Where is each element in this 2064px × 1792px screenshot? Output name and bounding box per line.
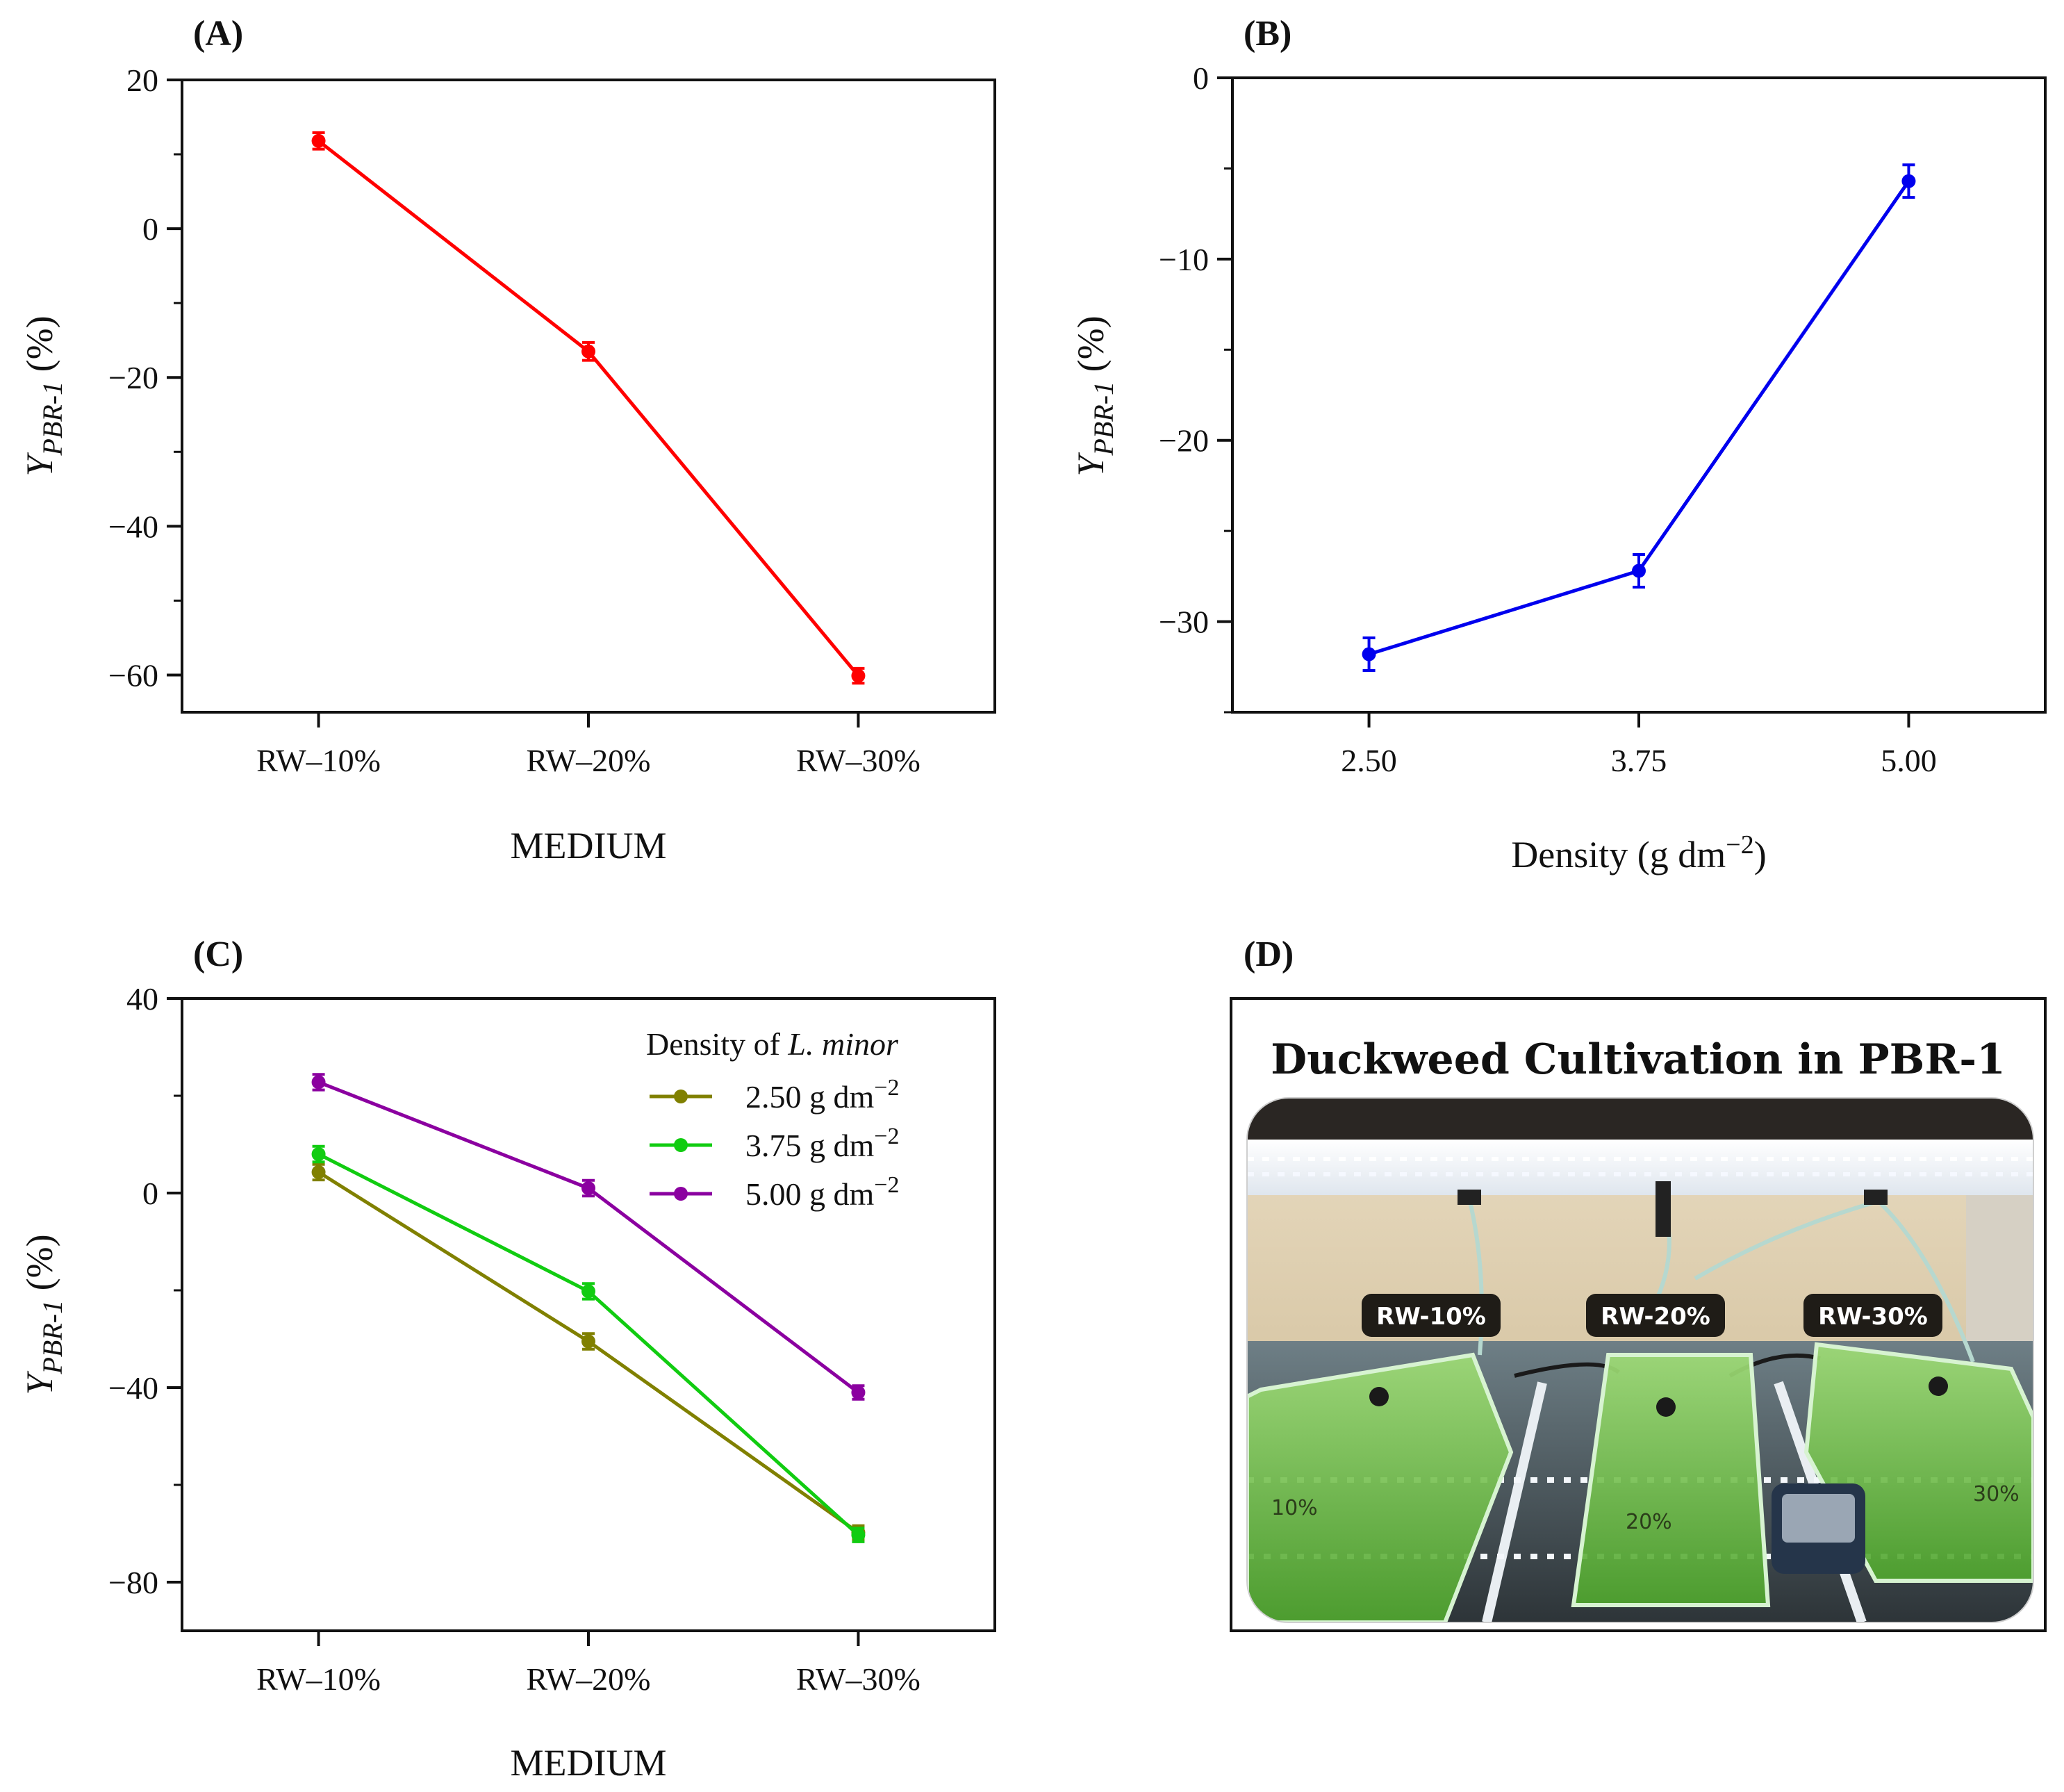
chart-c-legend-label-sup-2: −2 bbox=[874, 1172, 899, 1198]
chart-a-ytick-label: −40 bbox=[108, 509, 158, 544]
chart-c-legend-label-1: 3.75 g dm−2 bbox=[745, 1124, 899, 1163]
chart-c-ytick-label: 0 bbox=[142, 1176, 158, 1211]
chart-c-series-2-point bbox=[311, 1075, 326, 1090]
chart-c-legend-label-text-2: 5.00 g dm bbox=[745, 1176, 875, 1212]
chart-b-xlabel-end: ) bbox=[1754, 834, 1767, 876]
chart-a-xtick-label: RW–30% bbox=[796, 743, 920, 778]
panel-a-label: (A) bbox=[193, 14, 243, 54]
chart-a-series-0-point bbox=[581, 344, 595, 359]
chart-a-ytick-label: 20 bbox=[126, 63, 158, 98]
panel-d-label: (D) bbox=[1244, 935, 1294, 974]
panel-b-label: (B) bbox=[1244, 14, 1291, 54]
chart-a-ylabel-sub: PBR-1 bbox=[37, 381, 68, 457]
chart-a-xtick-label: RW–10% bbox=[256, 743, 381, 778]
chart-c-legend-title-italic: L. minor bbox=[787, 1026, 899, 1062]
jar-mark-3: 30% bbox=[1973, 1482, 2020, 1506]
panel-a: (A) 20 0 −20 −40 −60 RW–10% RW–20% RW–30% MEDIUM… bbox=[19, 14, 996, 866]
panel-b: (B) 0 −10 −20 −30 2.50 3.75 5.00 Density (g dm−… bbox=[1070, 14, 2047, 876]
chart-c-legend-label-text-1: 3.75 g dm bbox=[745, 1128, 875, 1163]
panel-d: (D) Duckweed Cultivation in PBR-1 bbox=[1230, 935, 2047, 1632]
chart-b-series-0-point bbox=[1901, 174, 1916, 188]
photo-tag-2: RW-20% bbox=[1586, 1294, 1725, 1337]
chart-b-xtick-label: 2.50 bbox=[1341, 743, 1397, 778]
photo-border bbox=[1246, 1097, 2034, 1623]
chart-c-legend-title: Density of L. minor bbox=[646, 1026, 899, 1062]
chart-b-xtick-label: 3.75 bbox=[1611, 743, 1667, 778]
photo-tag-3: RW-30% bbox=[1803, 1294, 1942, 1337]
photo-tag-1: RW-10% bbox=[1362, 1294, 1501, 1337]
chart-c-xtick-label: RW–30% bbox=[796, 1661, 920, 1697]
chart-c-xtick-label: RW–10% bbox=[256, 1661, 381, 1697]
chart-c-series-2-point bbox=[581, 1181, 595, 1195]
chart-c-legend-label-text-0: 2.50 g dm bbox=[745, 1079, 875, 1115]
chart-b-ytick-label: −20 bbox=[1159, 423, 1209, 459]
chart-a-xlabel: MEDIUM bbox=[511, 825, 667, 866]
chart-b-series-0-point bbox=[1362, 647, 1376, 661]
chart-c-ylabel: YPBR-1 (%) bbox=[19, 1234, 68, 1395]
chart-c-legend-label-2: 5.00 g dm−2 bbox=[745, 1172, 899, 1212]
chart-b-ytick-label: −10 bbox=[1159, 242, 1209, 277]
chart-c-series-1-point bbox=[311, 1147, 326, 1161]
chart-a-ylabel-y: Y bbox=[19, 452, 60, 477]
chart-a-ylabel-unit: (%) bbox=[19, 315, 60, 381]
chart-b-xlabel: Density (g dm−2) bbox=[1511, 830, 1766, 876]
duckweed-photo: 10% 20% 30% bbox=[1247, 1098, 2033, 1622]
chart-b-series-0-point bbox=[1632, 564, 1646, 578]
chart-b-ylabel-unit: (%) bbox=[1070, 315, 1112, 381]
photo-title: Duckweed Cultivation in PBR-1 bbox=[1271, 1035, 2006, 1084]
chart-b-xlabel-sup: −2 bbox=[1726, 830, 1753, 860]
panel-c-label: (C) bbox=[193, 935, 243, 974]
chart-a-series-0-point bbox=[311, 133, 326, 148]
chart-a-plot-frame bbox=[181, 79, 996, 714]
chart-c-series-0-line bbox=[317, 1170, 859, 1534]
chart-c-ytick-label: −80 bbox=[108, 1565, 158, 1600]
chart-a-ytick-label: 0 bbox=[142, 211, 158, 247]
chart-a-xtick-label: RW–20% bbox=[527, 743, 651, 778]
chart-a-xlabel-text: MEDIUM bbox=[511, 825, 667, 866]
chart-c-ytick-label: 40 bbox=[126, 981, 158, 1017]
chart-b-ytick-label: 0 bbox=[1193, 60, 1209, 96]
photo-tag-3-text: RW-30% bbox=[1818, 1303, 1928, 1331]
chart-c-xtick-label: RW–20% bbox=[527, 1661, 651, 1697]
chart-a-series-0-line bbox=[317, 139, 860, 677]
chart-b-ylabel: YPBR-1 (%) bbox=[1070, 315, 1119, 476]
chart-c-ylabel-y: Y bbox=[19, 1371, 60, 1395]
chart-c-ylabel-unit: (%) bbox=[19, 1234, 60, 1299]
chart-c-xlabel: MEDIUM bbox=[511, 1742, 667, 1784]
photo-tag-2-text: RW-20% bbox=[1601, 1303, 1710, 1331]
chart-c-series-1-point bbox=[851, 1528, 866, 1543]
chart-b-xlabel-text: Density (g dm bbox=[1511, 834, 1726, 876]
chart-b-ylabel-y: Y bbox=[1070, 452, 1112, 477]
chart-c-series-0-point bbox=[311, 1165, 326, 1179]
chart-c-ytick-label: −40 bbox=[108, 1370, 158, 1406]
chart-a-ytick-label: −60 bbox=[108, 657, 158, 693]
chart-c-legend-marker-1 bbox=[674, 1138, 688, 1152]
chart-c-series-0-point bbox=[581, 1334, 595, 1349]
chart-c-ylabel-sub: PBR-1 bbox=[37, 1300, 68, 1375]
panel-c: (C) 40 0 −40 −80 RW–10% RW–20% RW–30% MEDIUM YPB… bbox=[19, 935, 996, 1784]
chart-c-legend-marker-2 bbox=[674, 1187, 688, 1201]
jar-mark-2: 20% bbox=[1626, 1510, 1672, 1534]
chart-b-xtick-label: 5.00 bbox=[1881, 743, 1937, 778]
chart-a-ylabel: YPBR-1 (%) bbox=[19, 315, 68, 476]
chart-b-ytick-label: −30 bbox=[1159, 605, 1209, 640]
photo-tag-1-text: RW-10% bbox=[1376, 1303, 1486, 1331]
chart-a-ytick-label: −20 bbox=[108, 360, 158, 395]
chart-c-legend-title-text: Density of bbox=[646, 1026, 788, 1062]
chart-c-series-1-point bbox=[581, 1284, 595, 1299]
chart-c-legend-marker-0 bbox=[674, 1090, 688, 1103]
chart-a-series-0-point bbox=[851, 668, 866, 683]
chart-c-legend-label-0: 2.50 g dm−2 bbox=[745, 1075, 899, 1115]
chart-b-plot-frame bbox=[1231, 76, 2047, 714]
chart-c-series-2-point bbox=[851, 1386, 866, 1399]
chart-c-legend-label-sup-0: −2 bbox=[874, 1075, 899, 1101]
jar-mark-1: 10% bbox=[1271, 1496, 1318, 1520]
chart-c-xlabel-text: MEDIUM bbox=[511, 1742, 667, 1784]
chart-c-legend-label-sup-1: −2 bbox=[874, 1124, 899, 1149]
chart-b-ylabel-sub: PBR-1 bbox=[1088, 381, 1119, 457]
